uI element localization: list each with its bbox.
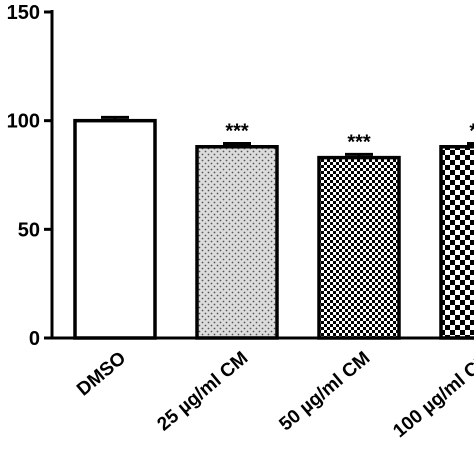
category-label-2: 50 µg/ml CM <box>275 348 374 436</box>
y-tick-label-1: 50 <box>18 219 40 241</box>
significance-label-1: *** <box>225 120 249 142</box>
significance-label-2: *** <box>347 131 371 153</box>
category-label-0: DMSO <box>73 348 130 401</box>
axis-layer <box>44 10 474 340</box>
y-tick-label-0: 0 <box>29 328 40 350</box>
y-tick-label-2: 100 <box>7 111 40 133</box>
y-tick-label-3: 150 <box>7 2 40 24</box>
significance-label-3: *** <box>469 120 474 142</box>
bar-0 <box>73 118 157 340</box>
category-label-1: 25 µg/ml CM <box>153 348 252 436</box>
bar-3 <box>439 144 474 340</box>
bars-layer <box>73 115 474 340</box>
bar-2 <box>317 155 401 340</box>
bar-1 <box>195 144 279 340</box>
category-label-3: 100 µg/ml CM <box>389 348 474 442</box>
